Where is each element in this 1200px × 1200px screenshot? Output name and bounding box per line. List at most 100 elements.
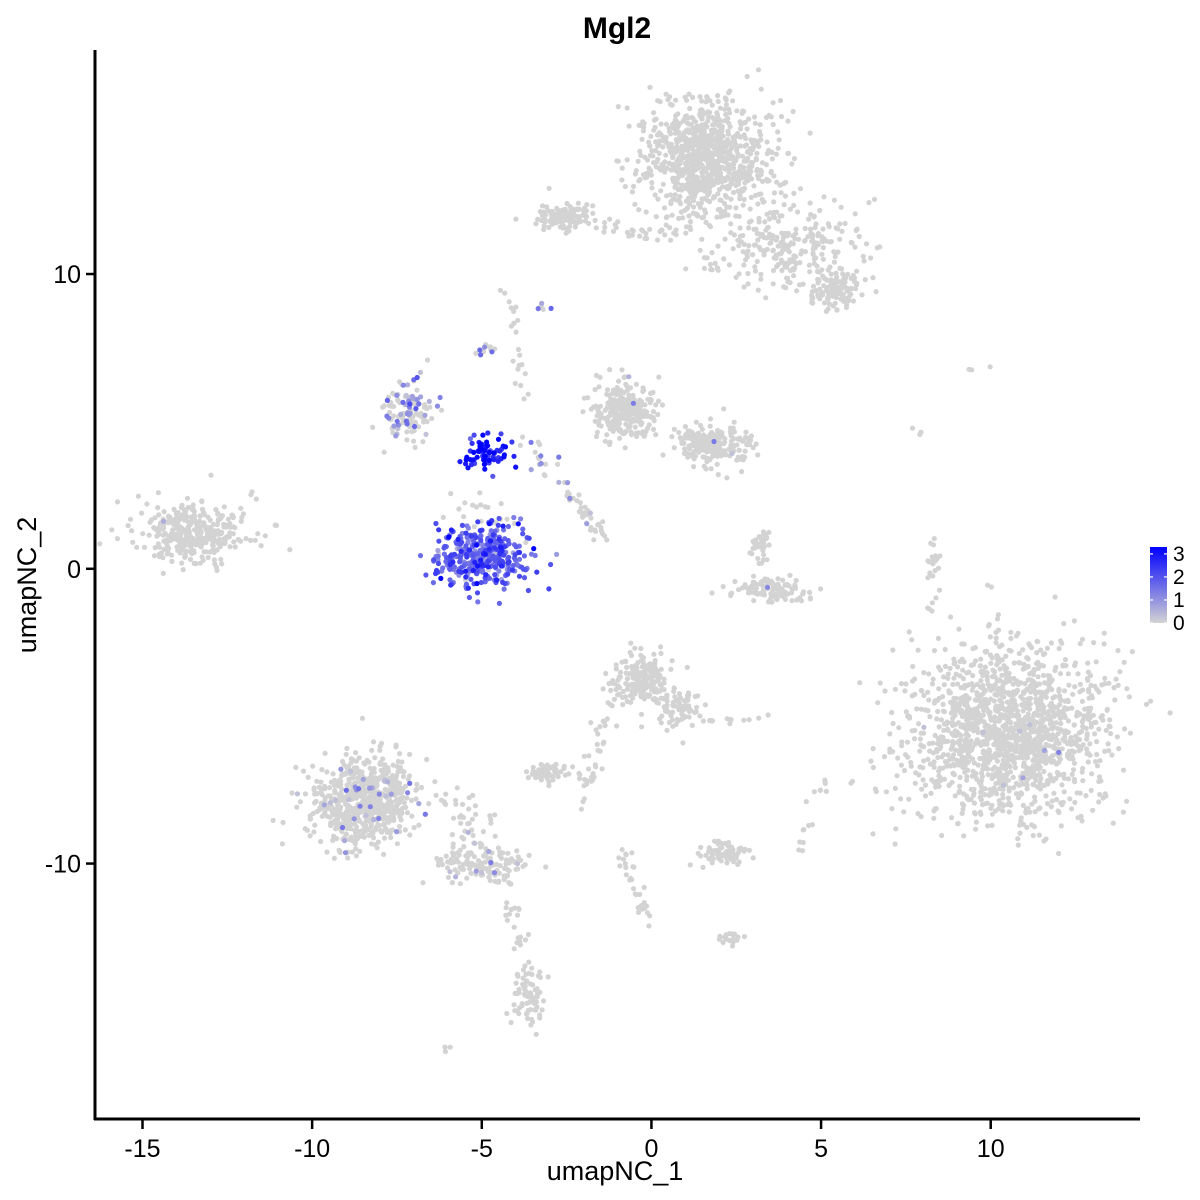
cell-point	[724, 475, 730, 481]
cell-point	[809, 289, 815, 295]
cell-point	[642, 674, 649, 680]
cell-point	[630, 183, 637, 189]
cell-point	[807, 595, 814, 601]
cell-point	[1045, 801, 1051, 807]
cell-point	[1085, 712, 1092, 718]
cell-point	[777, 593, 783, 599]
cell-point	[751, 573, 757, 579]
cell-point	[1079, 728, 1085, 735]
cell-point	[750, 538, 756, 545]
cell-point	[737, 134, 744, 140]
cell-point	[950, 715, 956, 722]
cell-point	[935, 635, 942, 642]
cell-point	[330, 837, 336, 844]
cell-point	[719, 128, 725, 134]
cell-point	[677, 161, 683, 167]
cell-point	[1110, 820, 1116, 826]
cell-point	[1102, 681, 1108, 687]
cell-point	[921, 692, 927, 699]
cell-point	[1014, 743, 1020, 750]
cell-point	[777, 97, 784, 104]
cell-point	[1004, 752, 1011, 758]
cell-point	[833, 295, 840, 301]
cell-point	[1071, 741, 1077, 747]
cell-point	[997, 644, 1003, 650]
cell-point	[928, 790, 934, 797]
cell-point	[942, 663, 949, 670]
cell-point	[909, 678, 916, 684]
cell-point	[708, 466, 714, 472]
cell-point	[877, 680, 883, 686]
cell-point	[374, 845, 380, 851]
cell-point	[404, 437, 410, 443]
cell-point	[931, 759, 937, 765]
cell-point	[992, 682, 998, 688]
cell-point	[402, 827, 408, 833]
cell-point	[686, 121, 692, 127]
cell-point	[736, 175, 742, 181]
cell-point	[354, 765, 360, 771]
cell-point	[1040, 651, 1046, 658]
cell-point	[973, 826, 979, 832]
cell-point	[836, 279, 842, 285]
cell-point	[722, 166, 728, 172]
cell-point	[235, 536, 241, 543]
cell-point	[890, 647, 896, 653]
cell-point	[693, 709, 699, 715]
cell-point	[1058, 638, 1064, 644]
cell-point	[908, 763, 914, 769]
cell-point	[748, 169, 754, 175]
cell-point	[1049, 759, 1055, 765]
cell-point	[959, 641, 965, 647]
cell-point	[622, 445, 628, 451]
cell-point	[660, 452, 666, 458]
cell-point	[694, 434, 700, 440]
cell-point	[1085, 759, 1091, 765]
cell-point	[175, 534, 181, 540]
cell-point	[1054, 796, 1060, 803]
cell-point	[139, 510, 145, 516]
cell-point	[840, 271, 846, 277]
cell-point	[892, 785, 899, 792]
cell-point	[626, 392, 632, 398]
cell-point	[752, 264, 758, 270]
cell-point	[219, 513, 225, 519]
cell-point	[937, 765, 943, 771]
cell-point	[624, 157, 630, 163]
cell-point	[936, 686, 942, 692]
cell-point	[1046, 743, 1052, 749]
cell-point	[793, 226, 799, 232]
cell-point	[724, 194, 730, 200]
cell-point	[771, 199, 777, 205]
cell-point	[739, 469, 745, 475]
cell-point	[363, 818, 370, 824]
cell-point	[598, 423, 604, 429]
cell-point	[819, 290, 825, 296]
cell-point	[862, 277, 868, 283]
cell-point	[837, 236, 843, 242]
cell-point	[176, 517, 182, 524]
cell-point	[353, 793, 359, 800]
cell-point	[988, 684, 995, 690]
cell-point	[593, 225, 599, 231]
cell-point	[1129, 649, 1135, 655]
cell-point	[721, 256, 727, 262]
cell-point	[210, 521, 217, 527]
cell-point	[979, 773, 986, 780]
cell-point	[887, 731, 893, 737]
cell-point	[381, 821, 387, 827]
cell-point	[887, 749, 893, 755]
cell-point	[449, 860, 455, 866]
cell-point	[831, 259, 838, 265]
cell-point	[776, 137, 782, 143]
cell-point	[215, 511, 221, 517]
cell-point	[722, 448, 728, 454]
cell-point	[1038, 775, 1044, 782]
cell-point	[294, 804, 300, 810]
cell-point	[629, 189, 636, 195]
cell-point	[415, 424, 422, 430]
cell-point	[747, 206, 753, 212]
cell-point	[623, 429, 629, 435]
cell-point	[1030, 781, 1036, 788]
cell-point	[823, 308, 830, 314]
